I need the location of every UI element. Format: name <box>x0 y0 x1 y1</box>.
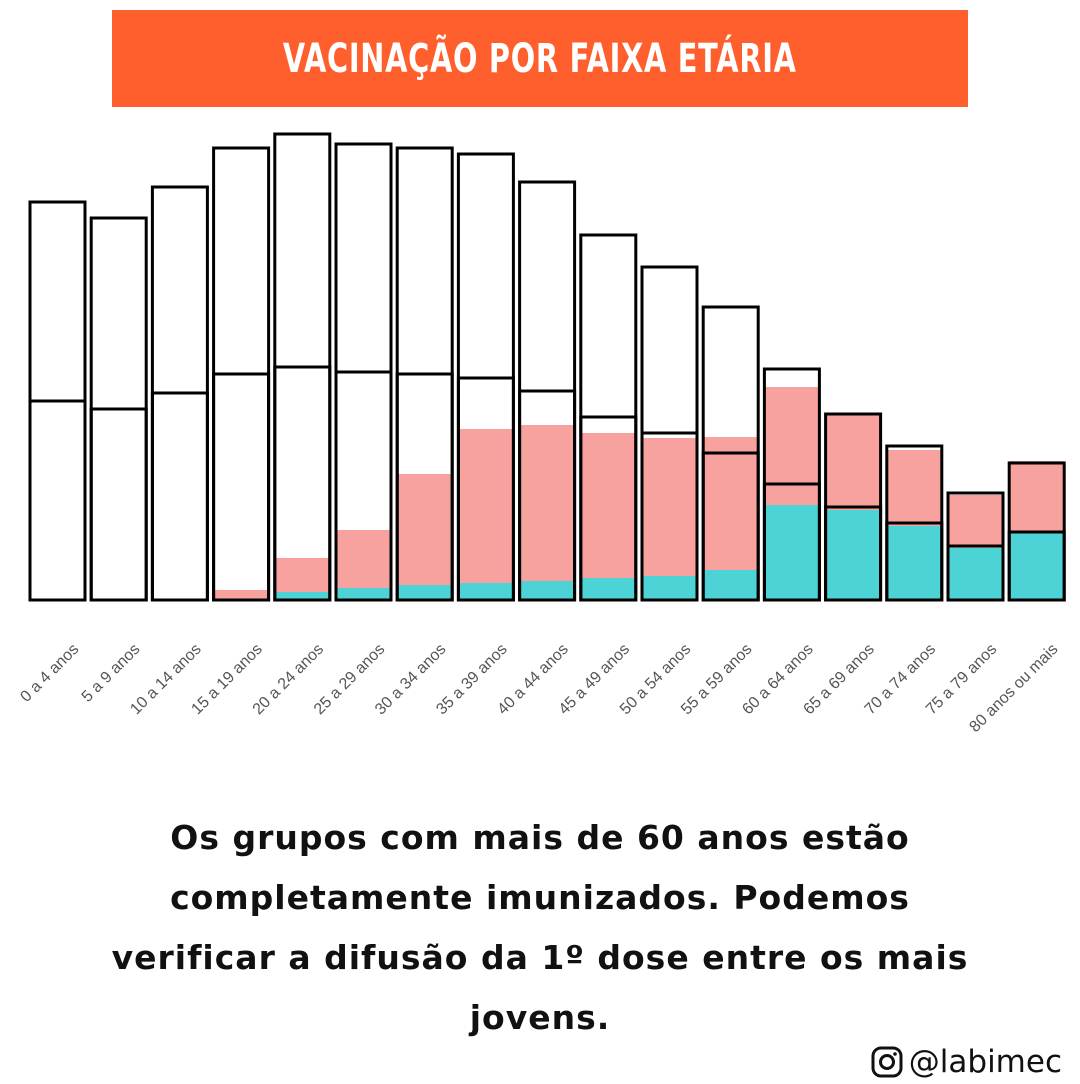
bar-30-a-34-anos-outline <box>395 146 454 602</box>
bar-80-anos-ou-mais-fully-vaccinated <box>1009 533 1065 600</box>
bar-80-anos-ou-mais-outline <box>1007 461 1066 602</box>
bar-50-a-54-anos-fully-vaccinated <box>642 576 697 600</box>
bar-25-a-29-anos-outline <box>334 142 393 602</box>
bar-25-a-29-anos-fully-vaccinated <box>336 588 391 600</box>
bar-50-a-54-anos-outline <box>640 265 699 602</box>
bar-0-a-4-anos-outline <box>28 200 87 602</box>
caption-line-3: verificar a difusão da 1º dose entre os … <box>111 938 969 977</box>
footer: @labimec <box>871 1040 1062 1084</box>
bar-70-a-74-anos-outline <box>885 444 944 602</box>
bar-30-a-34-anos-first-dose <box>397 474 453 600</box>
bar-5-a-9-anos-outline <box>89 216 148 602</box>
bar-75-a-79-anos-fully-vaccinated <box>948 548 1003 600</box>
bar-35-a-39-anos-first-dose <box>458 429 514 600</box>
bar-65-a-69-anos-outline <box>824 412 883 602</box>
x-tick-label-5-a-9-anos: 5 a 9 anos <box>79 641 144 706</box>
bar-60-a-64-anos-fully-vaccinated <box>764 505 820 600</box>
bar-75-a-79-anos-outline <box>946 491 1005 602</box>
caption-line-4: jovens. <box>469 998 611 1037</box>
bar-65-a-69-anos-fully-vaccinated <box>825 510 881 600</box>
bar-50-a-54-anos-first-dose <box>642 438 697 600</box>
bar-70-a-74-anos-fully-vaccinated <box>886 526 942 600</box>
chart-title: VACINAÇÃO POR FAIXA ETÁRIA <box>283 35 797 82</box>
title-bar: VACINAÇÃO POR FAIXA ETÁRIA <box>112 10 968 107</box>
bar-35-a-39-anos-fully-vaccinated <box>458 583 514 600</box>
caption-line-2: completamente imunizados. Podemos <box>170 878 910 917</box>
bar-15-a-19-anos-outline <box>212 146 271 602</box>
bar-45-a-49-anos-outline <box>579 233 638 602</box>
bar-55-a-59-anos-outline <box>701 305 760 602</box>
bar-55-a-59-anos-fully-vaccinated <box>703 570 759 600</box>
bar-10-a-14-anos-outline <box>150 185 209 602</box>
bar-40-a-44-anos-first-dose <box>519 425 575 600</box>
caption: Os grupos com mais de 60 anos estão comp… <box>60 808 1020 1048</box>
bar-20-a-24-anos-outline <box>273 132 332 602</box>
bar-45-a-49-anos-fully-vaccinated <box>580 578 636 600</box>
bar-60-a-64-anos-outline <box>762 367 821 602</box>
bar-35-a-39-anos-outline <box>456 152 515 602</box>
bar-30-a-34-anos-fully-vaccinated <box>397 585 453 600</box>
instagram-icon <box>871 1046 903 1078</box>
bar-40-a-44-anos-fully-vaccinated <box>519 581 575 600</box>
footer-handle: @labimec <box>908 1044 1062 1080</box>
bar-15-a-19-anos-first-dose <box>213 590 269 600</box>
bar-45-a-49-anos-first-dose <box>580 433 636 600</box>
bar-20-a-24-anos-fully-vaccinated <box>274 592 330 600</box>
x-tick-label-0-a-4-anos: 0 a 4 anos <box>17 641 82 706</box>
caption-line-1: Os grupos com mais de 60 anos estão <box>170 818 910 857</box>
bar-40-a-44-anos-outline <box>518 180 577 602</box>
